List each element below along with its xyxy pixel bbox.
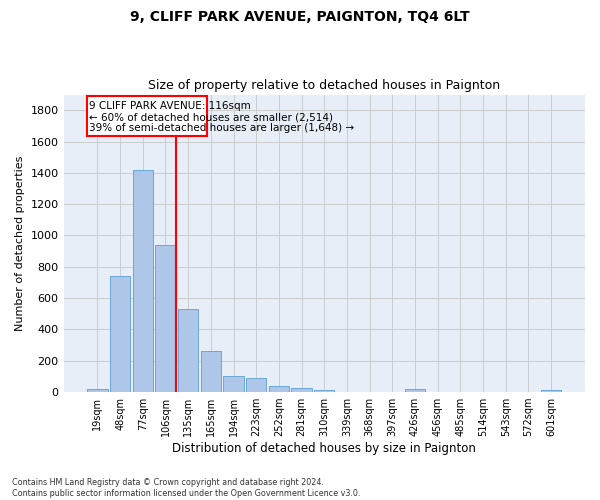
Text: Contains HM Land Registry data © Crown copyright and database right 2024.
Contai: Contains HM Land Registry data © Crown c… bbox=[12, 478, 361, 498]
Bar bbox=[269, 386, 289, 392]
Bar bbox=[541, 390, 561, 392]
Bar bbox=[155, 245, 176, 392]
Bar bbox=[314, 390, 334, 392]
Bar bbox=[223, 376, 244, 392]
Bar bbox=[405, 390, 425, 392]
Bar bbox=[246, 378, 266, 392]
Text: 9 CLIFF PARK AVENUE: 116sqm: 9 CLIFF PARK AVENUE: 116sqm bbox=[89, 102, 251, 112]
Bar bbox=[292, 388, 312, 392]
Bar bbox=[200, 350, 221, 392]
Bar bbox=[133, 170, 153, 392]
X-axis label: Distribution of detached houses by size in Paignton: Distribution of detached houses by size … bbox=[172, 442, 476, 455]
Text: 39% of semi-detached houses are larger (1,648) →: 39% of semi-detached houses are larger (… bbox=[89, 123, 354, 133]
Title: Size of property relative to detached houses in Paignton: Size of property relative to detached ho… bbox=[148, 79, 500, 92]
Y-axis label: Number of detached properties: Number of detached properties bbox=[15, 156, 25, 331]
Bar bbox=[110, 276, 130, 392]
Bar bbox=[178, 309, 199, 392]
Text: 9, CLIFF PARK AVENUE, PAIGNTON, TQ4 6LT: 9, CLIFF PARK AVENUE, PAIGNTON, TQ4 6LT bbox=[130, 10, 470, 24]
Text: ← 60% of detached houses are smaller (2,514): ← 60% of detached houses are smaller (2,… bbox=[89, 112, 333, 122]
FancyBboxPatch shape bbox=[86, 96, 207, 136]
Bar bbox=[87, 388, 107, 392]
